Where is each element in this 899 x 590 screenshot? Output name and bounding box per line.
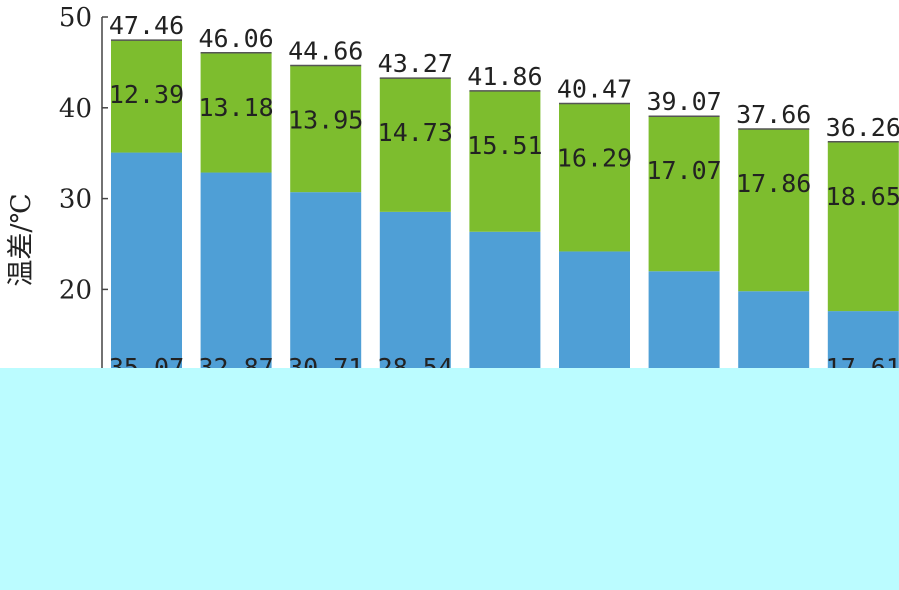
total-label: 44.66 xyxy=(288,36,363,65)
total-label: 39.07 xyxy=(646,87,721,116)
bar-segment-upper xyxy=(648,116,720,272)
y-tick-label: 30 xyxy=(59,185,92,215)
upper-segment-label: 13.95 xyxy=(288,105,363,134)
bar-segment-upper xyxy=(827,141,899,312)
data-labels: 47.4612.3935.0746.0613.1832.8744.6613.95… xyxy=(109,11,899,382)
y-axis-title: 温差/℃ xyxy=(6,193,37,286)
bar-segment-upper xyxy=(200,52,272,173)
y-tick-label: 50 xyxy=(59,3,92,33)
total-label: 46.06 xyxy=(198,24,273,53)
total-label: 47.46 xyxy=(109,11,184,40)
bar-segment-upper xyxy=(290,65,362,193)
total-label: 43.27 xyxy=(378,49,453,78)
bar-segment-upper xyxy=(469,90,541,232)
upper-segment-label: 12.39 xyxy=(109,80,184,109)
y-tick-label: 40 xyxy=(59,94,92,124)
bar-segment-upper xyxy=(379,78,451,212)
bar-segment-upper xyxy=(559,103,630,252)
upper-segment-label: 17.86 xyxy=(736,169,811,198)
upper-segment-label: 16.29 xyxy=(557,144,632,173)
upper-segment-label: 17.07 xyxy=(646,156,721,185)
total-label: 36.26 xyxy=(826,113,899,142)
total-label: 40.47 xyxy=(557,75,632,104)
upper-segment-label: 15.51 xyxy=(467,131,542,160)
occluding-overlay xyxy=(0,368,899,590)
y-tick-label: 20 xyxy=(59,275,92,305)
bar-segment-upper xyxy=(738,129,810,292)
bar-segment-upper xyxy=(111,40,182,153)
upper-segment-label: 14.73 xyxy=(378,118,453,147)
total-label: 37.66 xyxy=(736,100,811,129)
upper-segment-label: 18.65 xyxy=(826,182,899,211)
upper-segment-label: 13.18 xyxy=(198,93,273,122)
total-label: 41.86 xyxy=(467,62,542,91)
